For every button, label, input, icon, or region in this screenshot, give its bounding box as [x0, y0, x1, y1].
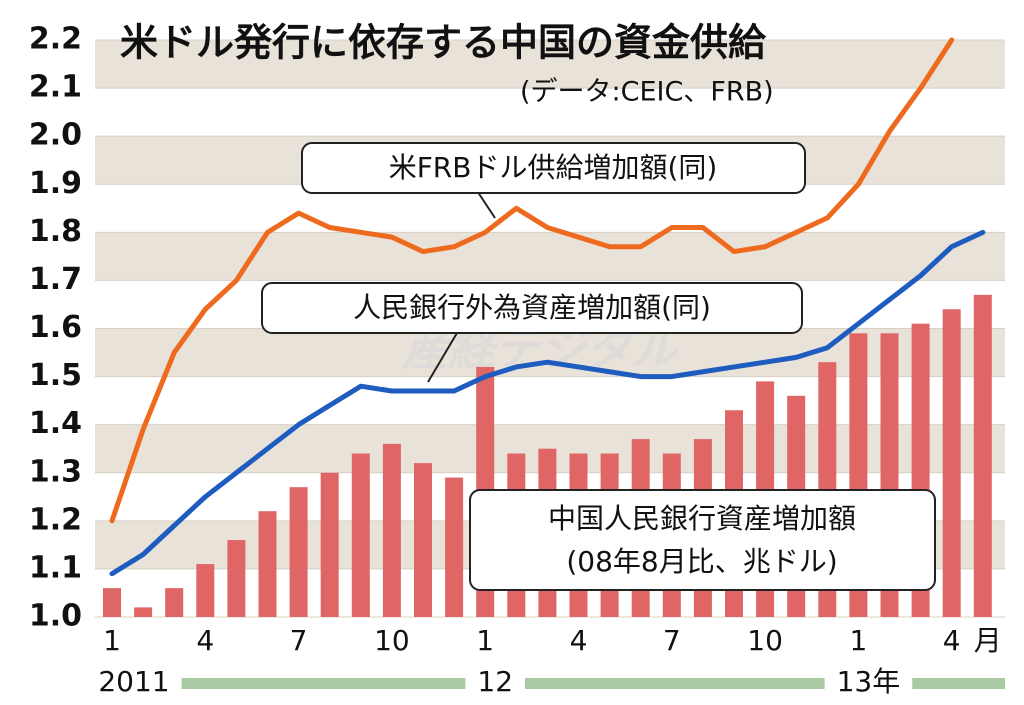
year-band — [912, 678, 1005, 689]
bar — [103, 588, 121, 617]
y-tick-label: 2.1 — [29, 70, 82, 105]
callout-pointer — [477, 192, 496, 219]
y-tick-label: 1.7 — [29, 262, 82, 297]
plot-area: 1.01.11.21.31.41.51.61.71.81.92.02.12.2産… — [29, 22, 1005, 698]
callout-box — [261, 282, 803, 334]
bar — [973, 294, 992, 617]
x-tick-label: 10 — [747, 624, 783, 657]
x-tick-label: 4 — [943, 624, 961, 657]
bar — [414, 463, 432, 617]
bar — [351, 453, 370, 617]
callout-box — [301, 142, 806, 194]
y-tick-label: 1.8 — [29, 214, 82, 249]
y-tick-label: 2.2 — [29, 22, 82, 57]
callout-box — [469, 489, 936, 591]
year-band — [525, 678, 825, 689]
x-unit: 月 — [974, 624, 1002, 657]
y-tick-label: 1.9 — [29, 166, 82, 201]
y-tick-label: 2.0 — [29, 118, 82, 153]
x-tick-label: 4 — [570, 624, 588, 657]
bar — [382, 443, 401, 617]
x-tick-label: 7 — [290, 624, 308, 657]
bar — [289, 487, 308, 617]
y-tick-label: 1.6 — [29, 310, 82, 345]
chart-subtitle: (データ:CEIC、FRB) — [520, 77, 774, 108]
series-label: 人民銀行外為資産増加額(同) — [353, 291, 711, 324]
chart-title: 米ドル発行に依存する中国の資金供給 — [120, 21, 767, 65]
x-tick-label: 7 — [663, 624, 681, 657]
y-tick-label: 1.1 — [29, 550, 82, 585]
bar — [320, 472, 339, 617]
line — [109, 229, 986, 577]
y-tick-label: 1.5 — [29, 358, 82, 393]
bar — [227, 540, 246, 617]
x-tick-label: 1 — [476, 624, 494, 657]
y-tick-label: 1.3 — [29, 454, 82, 489]
y-tick-label: 1.2 — [29, 502, 82, 537]
bar — [445, 477, 464, 617]
stripe — [95, 232, 1005, 281]
year-band — [181, 678, 466, 689]
x-tick-label: 1 — [849, 624, 867, 657]
year-label: 12 — [477, 665, 513, 698]
bar — [165, 588, 184, 617]
callout-pointer — [427, 332, 458, 383]
year-label: 2011 — [98, 665, 169, 698]
x-tick-label: 10 — [374, 624, 410, 657]
year-label: 13年 — [837, 665, 901, 698]
x-tick-label: 4 — [196, 624, 214, 657]
y-tick-label: 1.0 — [29, 599, 82, 634]
y-tick-label: 1.4 — [29, 406, 82, 441]
stripe — [95, 40, 1005, 89]
x-tick-label: 1 — [103, 624, 121, 657]
bar — [942, 309, 961, 617]
series-note: (08年8月比、兆ドル) — [566, 545, 837, 578]
line — [109, 37, 955, 524]
series-label: 中国人民銀行資産増加額 — [548, 502, 856, 535]
bar — [134, 607, 153, 617]
series-label: 米FRBドル供給増加額(同) — [389, 151, 718, 184]
bar — [258, 511, 277, 617]
bar — [196, 564, 215, 617]
